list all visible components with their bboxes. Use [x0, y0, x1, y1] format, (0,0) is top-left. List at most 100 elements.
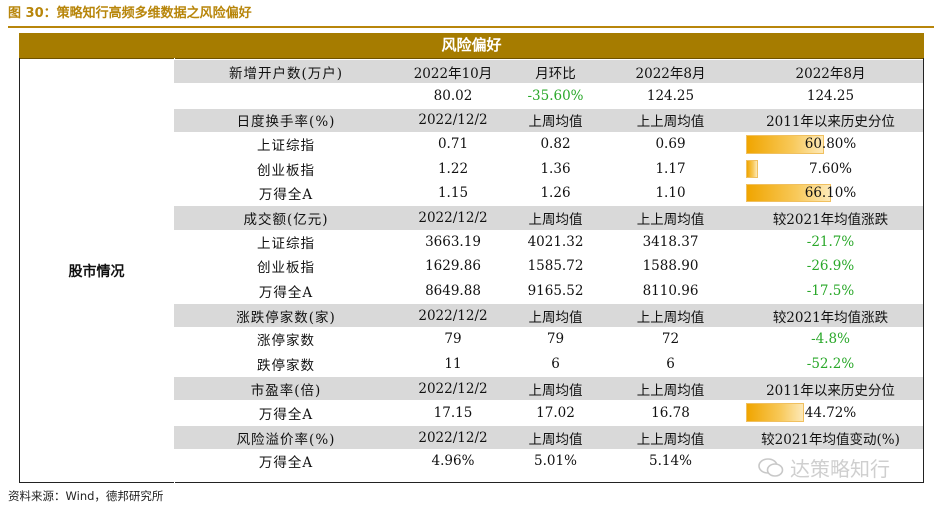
source-note: 资料来源：Wind，德邦研究所: [8, 489, 164, 503]
section-header-cell: 较2021年均值变动(%): [738, 424, 923, 449]
table-header-band: 风险偏好: [19, 33, 924, 59]
percentile-bar: [746, 183, 831, 203]
section-header-cell: 较2021年均值涨跌: [738, 205, 923, 229]
section-header-cell: 2022年10月: [398, 59, 508, 83]
row-name-cell: 涨停家数: [257, 333, 315, 350]
percentile-cell: 66.10%: [738, 181, 923, 205]
percentile-value: 44.72%: [804, 404, 857, 421]
value-cell: 0.69: [655, 136, 686, 153]
value-cell: 79: [444, 331, 462, 348]
section-header-row: 日度换手率(%) 2022/12/2 上周均值 上上周均值 2011年以来历史分位: [174, 107, 923, 133]
value-cell: 72: [661, 331, 680, 348]
table-row: 上证综指 3663.19 4021.32 3418.37 -21.7%: [174, 230, 923, 254]
value-cell: 8649.88: [425, 282, 481, 299]
section-header-cell: 上周均值: [508, 205, 603, 229]
value-cell: 1629.86: [425, 258, 481, 275]
value-cell: 1.15: [437, 185, 469, 202]
table-frame: [19, 58, 924, 483]
value-cell: 1.26: [540, 185, 571, 202]
section-header-cell: 上周均值: [508, 376, 603, 400]
value-cell: 124.25: [806, 87, 855, 104]
row-name-cell: 创业板指: [257, 260, 315, 277]
value-cell: 1.17: [655, 160, 686, 177]
value-cell: -17.5%: [806, 282, 855, 299]
value-cell: 4021.32: [527, 233, 584, 250]
section-header-row: 成交额(亿元) 2022/12/2 上周均值 上上周均值 较2021年均值涨跌: [174, 205, 923, 230]
percentile-value: 60.80%: [804, 136, 857, 153]
value-cell: 17.02: [536, 404, 575, 421]
section-header-row: 新增开户数(万户) 2022年10月 月环比 2022年8月 2022年8月: [174, 59, 923, 84]
value-cell: 8110.96: [642, 282, 699, 299]
value-cell: 17.15: [433, 404, 473, 421]
value-cell: 6: [666, 355, 675, 372]
section-header-cell: 2011年以来历史分位: [738, 107, 923, 132]
wechat-icon: [758, 457, 784, 477]
value-cell: 1.22: [437, 160, 469, 177]
value-cell: 16.78: [651, 404, 690, 421]
section-header-row: 风险溢价率(%) 2022/12/2 上周均值 上上周均值 较2021年均值变动(%): [174, 424, 923, 450]
row-name-cell: 万得全A: [258, 455, 314, 472]
section-header-cell: 上周均值: [508, 107, 603, 132]
value-cell: 80.02: [433, 87, 473, 104]
percentile-cell: 60.80%: [738, 132, 923, 156]
value-cell: -52.2%: [806, 355, 855, 372]
section-header-cell: 日度换手率(%): [174, 107, 398, 132]
value-cell: -21.7%: [806, 233, 855, 250]
percentile-value: 7.60%: [809, 160, 852, 177]
value-cell: -26.9%: [806, 258, 855, 275]
row-name-cell: 万得全A: [258, 187, 314, 204]
value-cell: 3663.19: [425, 233, 481, 250]
section-header-cell: 较2021年均值涨跌: [738, 302, 923, 327]
table-row: 创业板指 1629.86 1585.72 1588.90 -26.9%: [174, 254, 923, 278]
table-row: 万得全A 4.96% 5.01% 5.14%: [174, 449, 923, 473]
watermark-text: 达策略知行: [790, 457, 890, 481]
value-cell: 6: [551, 355, 560, 372]
value-cell: 3418.37: [642, 233, 699, 250]
section-header-cell: 市盈率(倍): [174, 376, 398, 400]
value-cell: 4.96%: [431, 453, 475, 470]
value-cell: 1588.90: [642, 258, 699, 275]
section-header-cell: 上上周均值: [603, 302, 738, 327]
value-cell: 0.71: [437, 136, 469, 153]
section-header-cell: 风险溢价率(%): [174, 424, 398, 449]
row-name-cell: 创业板指: [257, 162, 315, 179]
value-cell: -35.60%: [527, 87, 584, 104]
table-row: 上证综指 0.71 0.82 0.69 60.80%: [174, 132, 923, 156]
table-row: 万得全A 8649.88 9165.52 8110.96 -17.5%: [174, 279, 923, 303]
figure-title: 图 30：策略知行高频多维数据之风险偏好: [8, 6, 252, 21]
watermark: 达策略知行: [758, 453, 890, 482]
title-rule: [8, 26, 934, 28]
row-name-cell: 跌停家数: [257, 357, 315, 374]
row-name-cell: [174, 83, 398, 107]
section-header-cell: 上上周均值: [603, 376, 738, 400]
section-header-cell: 月环比: [508, 59, 603, 83]
table-row: 万得全A 1.15 1.26 1.10 66.10%: [174, 181, 923, 205]
percentile-value: 66.10%: [804, 185, 857, 202]
section-header-cell: 2022/12/2: [398, 107, 508, 132]
section-header-cell: 2022年8月: [738, 59, 923, 83]
value-cell: 5.14%: [649, 453, 692, 470]
percentile-cell: 7.60%: [738, 157, 923, 181]
section-header-cell: 涨跌停家数(家): [174, 302, 398, 327]
value-cell: 1.10: [655, 185, 686, 202]
data-grid: 新增开户数(万户) 2022年10月 月环比 2022年8月 2022年8月 80.02-…: [174, 59, 923, 474]
value-cell: 1.36: [540, 160, 571, 177]
value-cell: 79: [546, 331, 565, 348]
section-header-cell: 上上周均值: [603, 424, 738, 449]
value-cell: 5.01%: [534, 453, 577, 470]
section-header-row: 涨跌停家数(家) 2022/12/2 上周均值 上上周均值 较2021年均值涨跌: [174, 302, 923, 328]
percentile-bar: [746, 135, 824, 154]
value-cell: 9165.52: [527, 282, 584, 299]
table-row: 创业板指 1.22 1.36 1.17 7.60%: [174, 157, 923, 181]
section-header-cell: 2022/12/2: [398, 205, 508, 229]
section-header-cell: 2011年以来历史分位: [738, 376, 923, 400]
section-header-cell: 上上周均值: [603, 107, 738, 132]
section-header-cell: 上周均值: [508, 424, 603, 449]
table-row: 涨停家数 79 79 72 -4.8%: [174, 327, 923, 351]
section-header-cell: 2022/12/2: [398, 376, 508, 400]
value-cell: 1585.72: [527, 258, 584, 275]
percentile-bar: [746, 403, 804, 422]
percentile-bar: [746, 159, 758, 178]
percentile-cell: 44.72%: [738, 400, 923, 424]
table-row: 80.02 -35.60% 124.25 124.25: [174, 83, 923, 107]
